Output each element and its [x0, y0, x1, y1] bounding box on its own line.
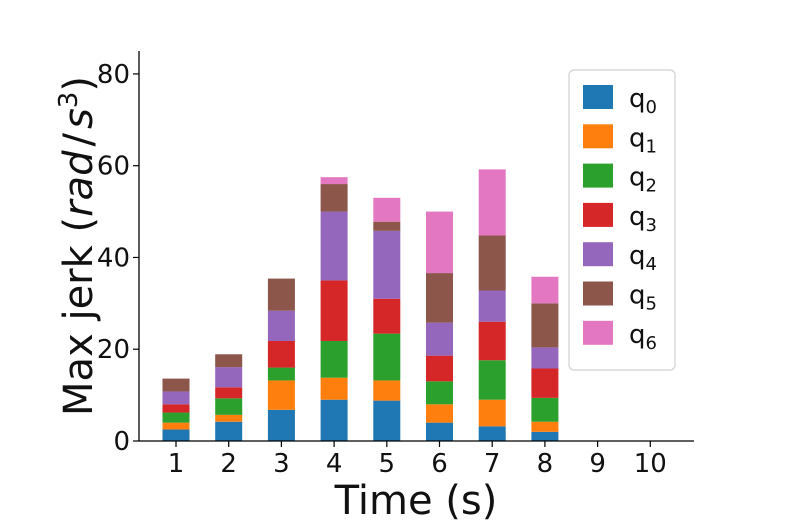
bar-t1-q1: [162, 422, 190, 430]
x-tick-label: 7: [484, 449, 501, 479]
legend-label-q5: q5: [629, 281, 657, 315]
bar-t6-q6: [426, 211, 453, 274]
x-tick-label: 10: [634, 449, 667, 479]
bar-t8-q5: [531, 303, 559, 348]
bar-t1-q2: [162, 412, 190, 423]
bar-t4-q2: [320, 340, 348, 378]
bar-t2-q2: [215, 398, 243, 415]
bar-t3-q3: [267, 340, 295, 368]
legend-swatch-q2: [583, 163, 613, 188]
bar-t8-q4: [531, 347, 559, 369]
bar-t7-q6: [478, 169, 506, 236]
y-axis-title: Max jerk (rad / s3): [54, 76, 102, 416]
bar-t5-q4: [373, 230, 401, 299]
y-tick-label: 80: [97, 60, 130, 90]
bar-t5-q1: [373, 380, 401, 401]
y-ticks: 0 20 40 60 80: [97, 60, 139, 457]
y-axis-title-unit: rad: [56, 150, 102, 217]
bar-t7-q1: [478, 399, 506, 427]
bar-t7-q2: [478, 360, 506, 400]
legend-swatch-q4: [583, 242, 613, 267]
bar-t3-q5: [267, 278, 295, 311]
legend-swatch-q0: [583, 85, 613, 109]
x-tick-label: 6: [431, 449, 448, 479]
y-axis-title-s: s: [56, 108, 102, 129]
legend-swatch-q3: [583, 202, 613, 227]
bar-t4-q5: [320, 184, 348, 212]
bar-t7-q5: [478, 235, 506, 291]
bar-t2-q0: [215, 421, 243, 441]
bar-t2-q5: [215, 354, 243, 368]
bar-t8-q3: [531, 368, 559, 398]
legend-swatch-q5: [583, 281, 613, 306]
bar-t6-q3: [426, 355, 453, 382]
y-tick-label: 20: [97, 335, 130, 365]
legend-swatch-q6: [583, 320, 613, 345]
legend-label-q0: q0: [629, 84, 657, 118]
x-tick-label: 3: [273, 449, 290, 479]
bars-layer: [162, 169, 559, 441]
bar-t5-q3: [373, 298, 401, 334]
bar-t6-q4: [426, 322, 453, 356]
legend-label-q2: q2: [629, 163, 657, 197]
bar-t6-q2: [426, 381, 453, 405]
bar-t1-q0: [162, 429, 190, 441]
legend-label-q3: q3: [629, 202, 657, 236]
bar-t4-q4: [320, 211, 348, 281]
bar-t7-q0: [478, 426, 506, 441]
bar-t4-q6: [320, 177, 348, 185]
x-ticks: 1 2 3 4 5 6 7 8 9 10: [168, 441, 667, 479]
x-axis-title: Time (s): [334, 478, 498, 523]
legend-label-q4: q4: [629, 241, 657, 275]
bar-t2-q3: [215, 387, 243, 399]
bar-t2-q1: [215, 414, 243, 422]
x-tick-label: 5: [379, 449, 396, 479]
bar-t3-q4: [267, 310, 295, 341]
bar-t5-q0: [373, 400, 401, 441]
bar-t3-q1: [267, 380, 295, 410]
bar-t5-q5: [373, 221, 401, 231]
bar-t1-q3: [162, 404, 190, 413]
bar-t5-q2: [373, 333, 401, 381]
x-tick-label: 8: [537, 449, 554, 479]
bar-t7-q3: [478, 321, 506, 361]
y-tick-label: 0: [113, 427, 130, 457]
bar-t3-q0: [267, 409, 295, 441]
x-tick-label: 2: [220, 449, 237, 479]
y-tick-label: 60: [97, 152, 130, 182]
bar-t5-q6: [373, 197, 401, 222]
y-axis-title-slash: /: [56, 133, 102, 147]
y-tick-label: 40: [97, 243, 130, 273]
y-axis-title-exponent: 3: [54, 92, 84, 109]
bar-t3-q2: [267, 367, 295, 381]
legend-label-q1: q1: [629, 123, 657, 157]
bar-t1-q5: [162, 378, 190, 392]
legend-label-q6: q6: [629, 320, 657, 354]
x-tick-label: 1: [168, 449, 185, 479]
legend-swatch-q1: [583, 124, 613, 149]
bar-t4-q0: [320, 399, 348, 441]
bar-t6-q5: [426, 273, 453, 323]
y-axis-title-prefix: Max jerk (: [56, 217, 102, 416]
bar-t6-q1: [426, 404, 453, 423]
bar-t7-q4: [478, 290, 506, 322]
bar-t8-q2: [531, 397, 559, 422]
bar-t1-q4: [162, 391, 190, 405]
bar-t4-q3: [320, 280, 348, 341]
y-axis-title-suffix: ): [56, 76, 102, 92]
legend: q0 q1 q2 q3 q4 q5 q6: [568, 69, 676, 371]
bar-t2-q4: [215, 367, 243, 388]
bar-t8-q6: [531, 276, 559, 304]
bar-t4-q1: [320, 377, 348, 400]
x-tick-label: 4: [326, 449, 343, 479]
bar-t6-q0: [426, 422, 453, 441]
bar-t8-q0: [531, 431, 559, 441]
bar-t8-q1: [531, 421, 559, 432]
x-tick-label: 9: [589, 449, 606, 479]
